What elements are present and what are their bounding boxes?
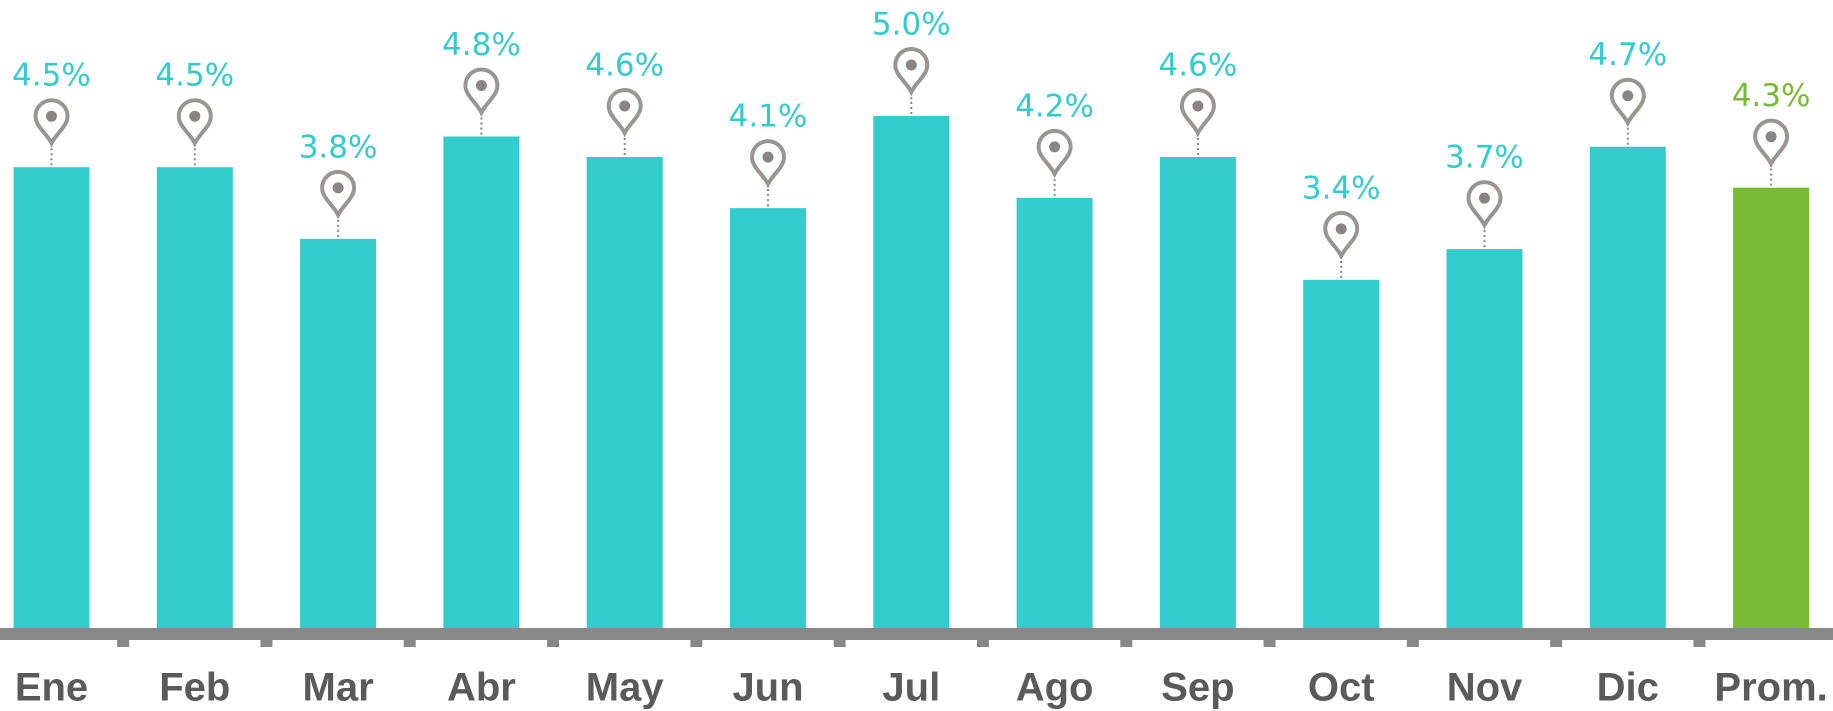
value-label: 4.3% [1732,78,1811,114]
pin-dot [1479,192,1490,204]
pin-icon [749,139,787,189]
value-label: 4.5% [155,58,234,94]
bar [730,208,806,628]
x-tick-label: Sep [1161,666,1234,710]
axis-separator [1120,640,1133,647]
pin-icon [606,87,643,138]
pin-icon [1323,210,1360,261]
pin-dot [1192,100,1204,112]
x-tick-label: Oct [1308,666,1375,710]
pin-dot [1622,90,1634,102]
x-tick-label: May [586,666,665,710]
pin-icon [1466,180,1503,230]
axis-separator [833,640,846,647]
bar [873,116,950,628]
value-label: 4.7% [1588,37,1667,73]
axis-separator [690,640,703,647]
axis-separator [117,640,130,647]
pin-dot [619,100,631,112]
bar [1303,279,1380,628]
axis-separator [1550,640,1563,647]
bar [156,167,233,628]
pin-dot [762,151,774,163]
bar [1733,187,1810,628]
base-axis [0,628,1833,640]
axis-separator [1263,640,1276,647]
x-tick-label: Feb [159,666,230,710]
pin-dot [1765,131,1777,143]
bar [1016,197,1093,629]
x-tick-label: Jul [882,666,940,710]
value-label: 4.8% [442,27,521,63]
value-label: 4.2% [1015,88,1094,124]
x-tick-label: Ago [1016,666,1094,710]
pin-dot [189,110,201,122]
pin-icon [176,98,213,148]
x-tick-label: Ene [15,666,88,710]
value-label: 3.4% [1302,170,1381,206]
axis-separator [403,640,416,647]
axis-separator [260,640,273,647]
pin-icon [1753,118,1790,169]
value-label: 3.7% [1445,140,1524,176]
axis-separator [1693,640,1706,647]
pin-dot [475,79,487,91]
bar [300,238,377,628]
pin-dot [1049,141,1061,153]
bar [13,167,90,628]
x-tick-label: Dic [1597,666,1659,710]
axis-separator [1406,640,1419,647]
pin-icon [1036,128,1073,179]
value-label: 4.5% [12,58,91,94]
pin-dot [905,59,917,71]
axis-separator [976,640,989,647]
pin-icon [1179,87,1216,138]
x-tick-label: Jun [732,666,803,710]
bar [1589,146,1666,628]
pin-icon [893,47,930,97]
x-tick-label: Mar [303,666,374,710]
pin-icon [1609,77,1646,128]
value-label: 4.6% [585,47,664,83]
x-tick-label: Nov [1447,666,1523,710]
bar [586,156,663,628]
pin-dot [332,182,344,194]
bar [443,136,520,629]
x-tick-label: Prom. [1714,666,1827,710]
pin-dot [1335,223,1347,235]
pin-icon [320,169,357,220]
value-label: 5.0% [872,7,951,43]
x-tick-label: Abr [447,666,516,710]
axis-separator [547,640,560,647]
pin-icon [463,67,500,117]
bar [1159,156,1236,628]
pin-dot [46,110,57,122]
bar [1446,249,1523,628]
pin-icon [33,98,70,148]
value-label: 4.6% [1159,47,1238,83]
value-label: 3.8% [299,129,378,165]
axis-separators [117,640,1706,647]
value-label: 4.1% [729,99,808,135]
